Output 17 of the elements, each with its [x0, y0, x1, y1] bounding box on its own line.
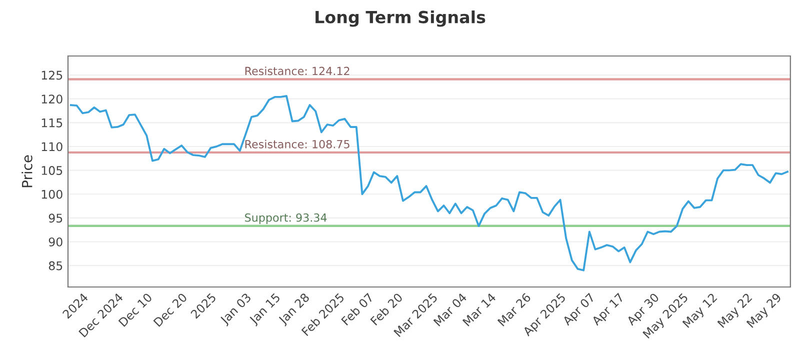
chart-title: Long Term Signals — [316, 10, 486, 27]
y-axis-title: Price — [22, 155, 32, 188]
ref-line-label: Resistance: 108.75 — [245, 140, 350, 148]
y-tick-label: 85 — [48, 261, 62, 270]
y-tick-label: 105 — [42, 166, 62, 175]
x-tick-label: Mar 26 — [497, 292, 532, 327]
ref-line-label: Support: 93.34 — [245, 213, 327, 224]
line-series — [70, 95, 788, 272]
y-tick-label: 120 — [42, 94, 62, 104]
y-tick-label: 125 — [42, 70, 62, 80]
y-tick-label: 110 — [42, 142, 62, 152]
y-tick-label: 115 — [42, 118, 62, 128]
x-tick-label: Dec 20 — [153, 292, 188, 327]
y-tick-label: 100 — [42, 190, 62, 199]
y-tick-label: 90 — [48, 237, 62, 246]
y-tick-label: 95 — [48, 214, 62, 223]
ref-line-label: Resistance: 124.12 — [245, 66, 350, 76]
